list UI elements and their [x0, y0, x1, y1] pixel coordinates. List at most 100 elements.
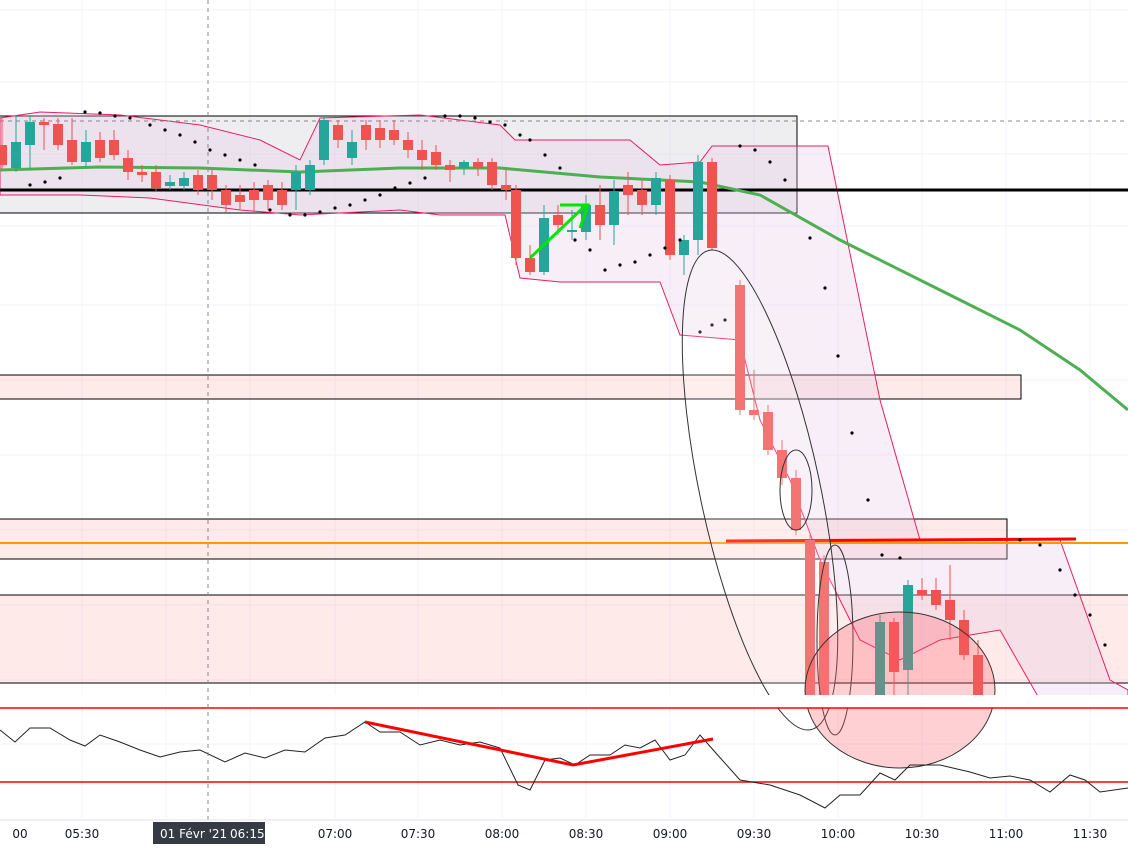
- x-tick-label: 10:30: [905, 827, 940, 841]
- candle-body: [777, 450, 787, 478]
- x-axis: 00 05:30 07:00 07:30 08:00 08:30 09:00 09:30 10:…: [12, 827, 1107, 841]
- candle-body: [595, 205, 605, 225]
- x-tick-label: 09:00: [653, 827, 688, 841]
- sar-dot: [723, 318, 727, 322]
- candle-body: [0, 145, 7, 165]
- candle-body: [11, 142, 21, 168]
- sar-dot: [488, 120, 492, 124]
- candle-body: [81, 142, 91, 162]
- sar-dot: [458, 114, 462, 118]
- sar-dot: [378, 193, 382, 197]
- candle-body: [263, 185, 273, 200]
- sar-dot: [193, 140, 197, 144]
- candle-body: [95, 140, 105, 158]
- sar-dot: [603, 268, 607, 272]
- sar-dot: [1073, 593, 1077, 597]
- candle-body: [609, 192, 619, 225]
- sar-dot: [128, 116, 132, 120]
- sar-dot: [333, 206, 337, 210]
- sar-dot: [836, 354, 840, 358]
- sar-dot: [698, 330, 702, 334]
- candle-body: [973, 655, 983, 695]
- candle-body: [39, 122, 49, 125]
- sar-dot: [866, 498, 870, 502]
- sar-dot: [113, 114, 117, 118]
- sar-dot: [588, 248, 592, 252]
- candle-body: [931, 590, 941, 605]
- x-tick-label: 08:30: [569, 827, 604, 841]
- divergence-line: [364, 720, 714, 767]
- sar-dot: [1103, 643, 1107, 647]
- candle-body: [553, 215, 563, 225]
- candle-body: [291, 172, 301, 190]
- sar-dot: [768, 160, 772, 164]
- candle-body: [501, 185, 511, 190]
- candle-body: [959, 620, 969, 655]
- ellipse: [681, 249, 839, 731]
- sar-dot: [573, 238, 577, 242]
- candle-body: [693, 162, 703, 240]
- candle-body: [249, 190, 259, 200]
- sar-dot: [880, 553, 884, 557]
- sar-dot: [850, 431, 854, 435]
- candle-body: [819, 562, 829, 695]
- arrow-head: [560, 203, 591, 229]
- candle-body: [277, 190, 287, 205]
- sar-dot: [738, 144, 742, 148]
- x-tick-label: 11:00: [989, 827, 1024, 841]
- candle-body: [319, 120, 329, 160]
- candle-body: [67, 140, 77, 162]
- candle-body: [375, 128, 385, 140]
- sar-dot: [348, 203, 352, 207]
- candle-body: [235, 195, 245, 202]
- candle-body: [903, 585, 913, 670]
- candle-body: [25, 122, 35, 145]
- candle-body: [123, 158, 133, 172]
- candle-body: [889, 622, 899, 672]
- sar-dot: [808, 236, 812, 240]
- sar-dot: [558, 166, 562, 170]
- crosshair-label-box: [153, 822, 265, 844]
- candle-body: [651, 178, 661, 205]
- sar-dot: [238, 158, 242, 162]
- candle-body: [53, 124, 63, 145]
- grid: [0, 0, 1128, 818]
- x-tick-label: 05:30: [65, 827, 100, 841]
- x-tick-label: 00: [12, 827, 27, 841]
- candle-body: [221, 190, 231, 205]
- oscillator: [0, 721, 1128, 809]
- ellipse: [816, 544, 854, 736]
- candle-body: [749, 410, 759, 415]
- candle-body: [735, 285, 745, 410]
- sar-dot: [543, 153, 547, 157]
- sar-dot: [633, 260, 637, 264]
- sar-dot: [58, 176, 62, 180]
- sar-dot: [518, 133, 522, 137]
- sar-dot: [178, 133, 182, 137]
- sar-dot: [443, 114, 447, 118]
- candle-body: [305, 165, 315, 190]
- sar-dot: [823, 286, 827, 290]
- sar-dot: [648, 253, 652, 257]
- sar-dot: [163, 128, 167, 132]
- sar-dot: [208, 148, 212, 152]
- sar-dot: [83, 110, 87, 114]
- x-tick-label: 07:00: [318, 827, 353, 841]
- candle-body: [917, 590, 927, 595]
- sar-dot: [528, 138, 532, 142]
- crosshair-time: 06:15: [230, 827, 265, 841]
- candle-body: [431, 152, 441, 165]
- candle-body: [109, 140, 119, 155]
- candle-body: [179, 178, 189, 186]
- moving-average: [0, 165, 1128, 412]
- candle-body: [417, 150, 427, 160]
- candle-body: [679, 240, 689, 255]
- x-tick-label: 08:00: [485, 827, 520, 841]
- candle-body: [165, 182, 175, 186]
- sar-dot: [303, 213, 307, 217]
- candle-body: [945, 600, 955, 620]
- sar-dot: [710, 323, 714, 327]
- candle-body: [581, 205, 591, 232]
